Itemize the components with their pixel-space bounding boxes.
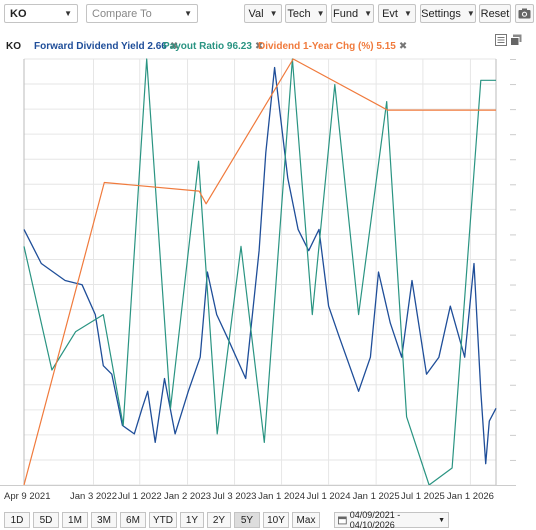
right-axis-grid (510, 59, 516, 486)
x-tick-label: Jul 1 2025 (401, 491, 445, 502)
tech-button[interactable]: Tech ▼ (285, 4, 327, 23)
reset-label: Reset (480, 7, 510, 20)
list-icon[interactable] (495, 34, 507, 46)
legend-item-payout[interactable]: Payout Ratio 96.23 ✖ (163, 41, 263, 52)
camera-button[interactable] (515, 4, 534, 23)
settings-button[interactable]: Settings ▼ (420, 4, 476, 23)
legend-item-yield[interactable]: Forward Dividend Yield 2.66 ✖ (34, 41, 178, 52)
range-button-10y[interactable]: 10Y (263, 512, 289, 528)
evt-button[interactable]: Evt ▼ (378, 4, 416, 23)
date-range-picker[interactable]: 04/09/2021 - 04/10/2026 ▼ (334, 510, 449, 530)
chevron-down-icon: ▼ (364, 9, 372, 18)
close-icon[interactable]: ✖ (169, 41, 179, 52)
range-button-1d[interactable]: 1D (4, 512, 30, 528)
x-tick-label: Apr 9 2021 (4, 491, 50, 502)
series-layer (23, 58, 497, 486)
chevron-down-icon: ▼ (316, 9, 325, 18)
settings-label: Settings (421, 7, 461, 20)
legend-symbol: KO (6, 41, 21, 52)
close-icon[interactable]: ✖ (254, 41, 264, 52)
x-tick-label: Jan 1 2024 (258, 491, 305, 502)
range-button-5y[interactable]: 5Y (234, 512, 260, 528)
toolbar: KO ▼ Compare To ▼ Val ▼ Tech ▼ Fund ▼ Evt ▼ … (0, 0, 536, 30)
legend-item-label: Payout Ratio 96.23 (163, 41, 252, 52)
x-tick-label: Jan 3 2022 (70, 491, 117, 502)
chevron-down-icon: ▼ (184, 9, 192, 18)
date-range-label: 04/09/2021 - 04/10/2026 (349, 510, 401, 530)
val-label: Val (248, 7, 264, 20)
series-line-2 (23, 58, 496, 486)
range-button-2y[interactable]: 2Y (207, 512, 231, 528)
range-button-6m[interactable]: 6M (120, 512, 146, 528)
x-tick-label: Jul 3 2023 (213, 491, 257, 502)
val-button[interactable]: Val ▼ (244, 4, 282, 23)
evt-label: Evt (382, 7, 398, 20)
x-tick-label: Jul 1 2024 (307, 491, 351, 502)
chevron-down-icon: ▼ (466, 9, 475, 18)
legend-item-label: Dividend 1-Year Chg (%) 5.15 (258, 41, 396, 52)
chevron-down-icon: ▼ (404, 9, 412, 18)
compare-to-input[interactable]: Compare To ▼ (86, 4, 198, 23)
reset-button[interactable]: Reset (479, 4, 511, 23)
x-axis: Apr 9 2021 Jan 3 2022 Jul 1 2022 Jan 2 2023… (0, 485, 510, 502)
chart-tools (495, 34, 522, 46)
camera-icon (518, 8, 531, 19)
series-line-1 (23, 66, 497, 465)
range-button-1m[interactable]: 1M (62, 512, 88, 528)
series-line-3 (23, 58, 496, 486)
layers-icon[interactable] (510, 34, 522, 46)
chevron-down-icon: ▼ (269, 9, 278, 18)
chart-plot[interactable]: Apr 9 2021 Jan 3 2022 Jul 1 2022 Jan 2 2023… (0, 57, 510, 505)
x-tick-label: Jul 1 2022 (118, 491, 162, 502)
range-button-5d[interactable]: 5D (33, 512, 59, 528)
x-tick-label: Jan 1 2026 (447, 491, 494, 502)
fund-label: Fund (333, 7, 359, 20)
legend-item-label: Forward Dividend Yield 2.66 (34, 41, 167, 52)
range-button-3m[interactable]: 3M (91, 512, 117, 528)
close-icon[interactable]: ✖ (398, 41, 408, 52)
tech-label: Tech (287, 7, 311, 20)
range-button-1y[interactable]: 1Y (180, 512, 204, 528)
range-button-max[interactable]: Max (292, 512, 320, 528)
calendar-icon (338, 516, 347, 525)
symbol-value: KO (10, 7, 27, 20)
symbol-select[interactable]: KO ▼ (4, 4, 78, 23)
compare-to-placeholder: Compare To (92, 7, 152, 20)
range-button-ytd[interactable]: YTD (149, 512, 177, 528)
x-tick-label: Jan 1 2025 (353, 491, 400, 502)
chevron-down-icon: ▼ (64, 9, 72, 18)
range-bar: 04/09/2021 - 04/10/2026 ▼ 1D 5D 1M 3M 6M YTD 1… (0, 510, 536, 530)
chevron-down-icon: ▼ (438, 516, 445, 524)
x-tick-label: Jan 2 2023 (164, 491, 211, 502)
legend-item-divchg[interactable]: Dividend 1-Year Chg (%) 5.15 ✖ (258, 41, 407, 52)
grid (23, 58, 497, 486)
fund-button[interactable]: Fund ▼ (331, 4, 374, 23)
